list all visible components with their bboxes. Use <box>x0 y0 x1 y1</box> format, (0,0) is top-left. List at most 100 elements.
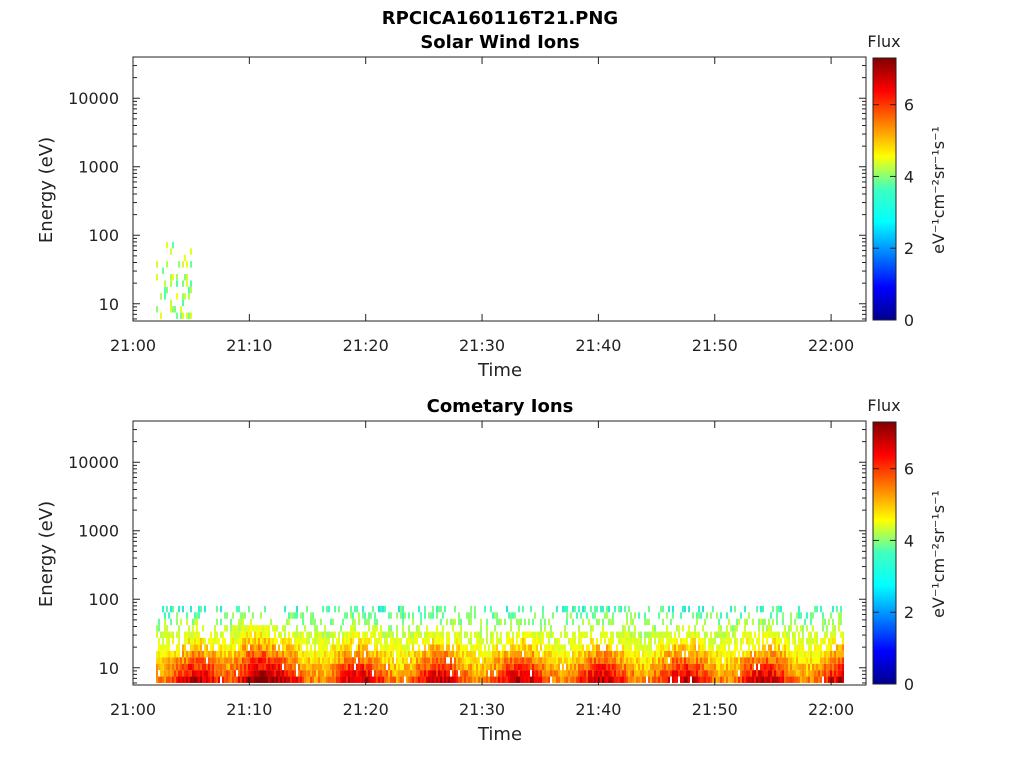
x-tick-label: 22:00 <box>808 336 854 355</box>
heatmap-cell <box>608 618 610 626</box>
heatmap-cell <box>394 663 396 671</box>
heatmap-cell <box>176 612 178 619</box>
heatmap-cell <box>576 650 578 658</box>
heatmap-cell <box>632 650 634 658</box>
heatmap-cell <box>446 637 448 645</box>
heatmap-cell <box>680 663 682 671</box>
heatmap-cell <box>314 670 316 677</box>
heatmap-cell <box>288 612 290 619</box>
heatmap-cell <box>240 663 242 671</box>
heatmap-cell <box>374 637 376 645</box>
heatmap-cell <box>264 663 266 671</box>
heatmap-cell <box>300 612 302 619</box>
heatmap-cell <box>598 670 600 677</box>
heatmap-cell <box>622 657 624 664</box>
heatmap-cell <box>708 657 710 664</box>
heatmap-cell <box>344 670 346 677</box>
heatmap-cell <box>784 650 786 658</box>
heatmap-cell <box>790 618 792 626</box>
heatmap-cell <box>444 676 446 683</box>
heatmap-cell <box>236 631 238 638</box>
heatmap-cell <box>538 637 540 645</box>
heatmap-cell <box>408 644 410 651</box>
heatmap-cell <box>554 670 556 677</box>
heatmap-cell <box>402 676 404 683</box>
heatmap-cell <box>346 612 348 619</box>
heatmap-cell <box>226 670 228 677</box>
heatmap-cell <box>332 650 334 658</box>
heatmap-cell <box>242 650 244 658</box>
heatmap-cell <box>738 650 740 658</box>
heatmap-cell <box>246 670 248 677</box>
heatmap-cell <box>794 618 796 626</box>
heatmap-cell <box>826 676 828 683</box>
heatmap-cell <box>354 650 356 658</box>
heatmap-cell <box>592 612 594 619</box>
heatmap-cell <box>468 618 470 626</box>
heatmap-cell <box>594 670 596 677</box>
heatmap-cell <box>246 631 248 638</box>
heatmap-cell <box>542 605 544 613</box>
heatmap-cell <box>692 670 694 677</box>
heatmap-cell <box>624 657 626 664</box>
heatmap-cell <box>454 663 456 671</box>
heatmap-cell <box>420 657 422 664</box>
heatmap-cell <box>246 650 248 658</box>
heatmap-cell <box>164 293 166 300</box>
heatmap-cell <box>366 650 368 658</box>
heatmap-cell <box>664 676 666 683</box>
heatmap-cell <box>696 670 698 677</box>
heatmap-cell <box>260 663 262 671</box>
heatmap-cell <box>336 663 338 671</box>
heatmap-cell <box>364 631 366 638</box>
heatmap-cell <box>292 670 294 677</box>
heatmap-cell <box>382 663 384 671</box>
heatmap-cell <box>400 612 402 619</box>
heatmap-cell <box>250 644 252 651</box>
heatmap-cell <box>390 637 392 645</box>
heatmap-cell <box>284 676 286 683</box>
heatmap-cell <box>610 618 612 626</box>
heatmap-cell <box>444 657 446 664</box>
heatmap-cell <box>806 625 808 632</box>
heatmap-cell <box>538 670 540 677</box>
heatmap-cell <box>352 625 354 632</box>
heatmap-cell <box>296 637 298 645</box>
heatmap-cell <box>386 631 388 638</box>
heatmap-cell <box>368 657 370 664</box>
heatmap-cell <box>626 618 628 626</box>
heatmap-cell <box>730 676 732 683</box>
heatmap-cell <box>670 657 672 664</box>
heatmap-cell <box>664 644 666 651</box>
heatmap-cell <box>738 663 740 671</box>
heatmap-cell <box>356 650 358 658</box>
heatmap-cell <box>826 625 828 632</box>
heatmap-cell <box>452 644 454 651</box>
panel-title: Solar Wind Ions <box>420 32 579 53</box>
heatmap-cell <box>212 650 214 658</box>
heatmap-cell <box>438 670 440 677</box>
heatmap-cell <box>662 670 664 677</box>
heatmap-cell <box>514 612 516 619</box>
heatmap-cell <box>226 663 228 671</box>
heatmap-cell <box>320 676 322 683</box>
heatmap-cell <box>384 663 386 671</box>
heatmap-cell <box>254 657 256 664</box>
heatmap-cell <box>306 637 308 645</box>
heatmap-cell <box>798 631 800 638</box>
heatmap-cell <box>344 637 346 645</box>
heatmap-cell <box>458 618 460 626</box>
heatmap-cell <box>578 676 580 683</box>
axes: 21:00 21:10 21:20 21:30 21:40 21:50 22:0010100… <box>68 420 866 719</box>
heatmap-cell <box>360 663 362 671</box>
heatmap-cell <box>644 663 646 671</box>
heatmap-cell <box>582 650 584 658</box>
heatmap-cell <box>252 612 254 619</box>
heatmap-cell <box>536 657 538 664</box>
heatmap-cell <box>544 618 546 626</box>
heatmap-cell <box>598 663 600 671</box>
heatmap-cell <box>686 637 688 645</box>
heatmap-cell <box>306 650 308 658</box>
heatmap-cell <box>480 670 482 677</box>
heatmap-cell <box>628 605 630 613</box>
